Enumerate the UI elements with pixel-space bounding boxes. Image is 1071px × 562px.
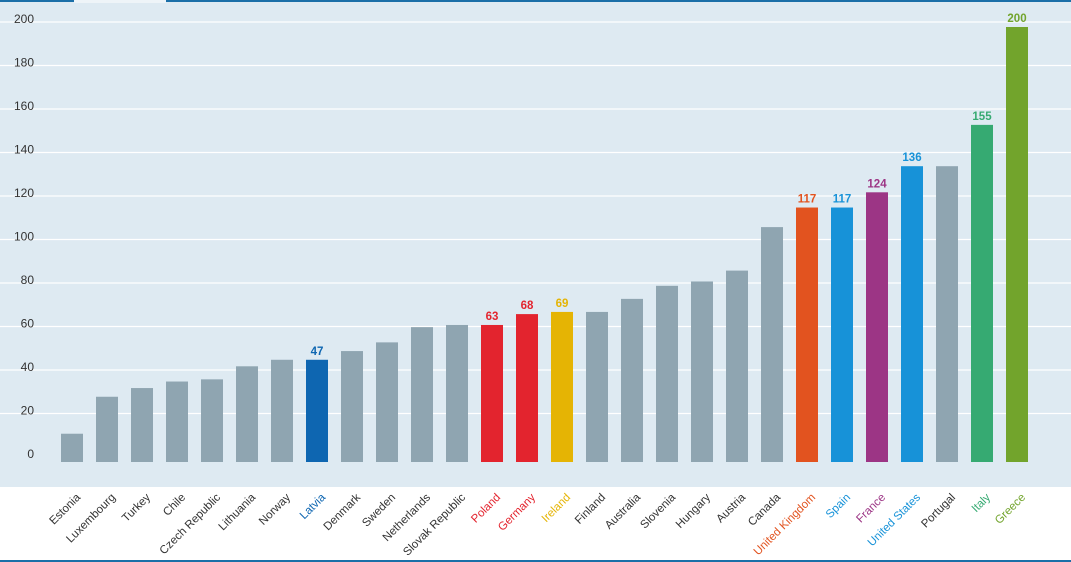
y-tick-label: 140 bbox=[14, 143, 34, 157]
bar bbox=[306, 359, 328, 462]
data-labels: 47 63 68 69 117 117 124 136 155 200 bbox=[311, 13, 1027, 358]
data-label: 69 bbox=[556, 298, 569, 310]
bar bbox=[866, 192, 888, 463]
bar bbox=[971, 124, 993, 462]
bar bbox=[61, 433, 83, 462]
y-tick-label: 120 bbox=[14, 186, 34, 200]
data-label: 200 bbox=[1007, 13, 1026, 25]
data-label: 63 bbox=[486, 311, 499, 323]
y-tick-label: 180 bbox=[14, 56, 34, 70]
y-tick-label: 60 bbox=[21, 317, 35, 331]
bar bbox=[796, 207, 818, 462]
data-label: 117 bbox=[798, 194, 817, 206]
bar bbox=[586, 311, 608, 462]
data-label: 155 bbox=[972, 111, 992, 123]
data-label: 136 bbox=[902, 152, 921, 164]
data-label: 117 bbox=[833, 194, 852, 206]
bar bbox=[376, 342, 398, 462]
bar bbox=[201, 379, 223, 462]
bar bbox=[691, 281, 713, 462]
y-tick-label: 0 bbox=[27, 447, 34, 461]
bar bbox=[551, 311, 573, 462]
y-tick-label: 200 bbox=[14, 12, 34, 26]
data-label: 124 bbox=[867, 178, 887, 190]
bar bbox=[901, 166, 923, 462]
bar bbox=[656, 285, 678, 462]
bar bbox=[236, 366, 258, 462]
bar bbox=[411, 327, 433, 462]
bar bbox=[341, 351, 363, 462]
bar bbox=[726, 270, 748, 462]
top-tab-highlight bbox=[74, 0, 166, 3]
bar bbox=[481, 324, 503, 462]
y-tick-label: 100 bbox=[14, 230, 34, 244]
y-tick-label: 160 bbox=[14, 99, 34, 113]
data-label: 47 bbox=[311, 346, 324, 358]
bar bbox=[831, 207, 853, 462]
label-area-background bbox=[0, 487, 1071, 562]
bar bbox=[271, 359, 293, 462]
bar bbox=[131, 388, 153, 462]
bar bbox=[96, 396, 118, 462]
y-tick-label: 40 bbox=[21, 360, 35, 374]
y-tick-label: 20 bbox=[21, 404, 35, 418]
bar bbox=[621, 298, 643, 462]
bars bbox=[61, 27, 1028, 463]
y-tick-label: 80 bbox=[21, 273, 35, 287]
bar bbox=[936, 166, 958, 462]
bar bbox=[516, 314, 538, 462]
bar bbox=[1006, 27, 1028, 462]
bar bbox=[166, 381, 188, 462]
y-axis-tick-labels: 0 20 40 60 80 100 120 140 160 180 200 bbox=[14, 12, 34, 461]
bar bbox=[761, 227, 783, 462]
gridlines bbox=[0, 21, 1071, 415]
data-label: 68 bbox=[521, 300, 534, 312]
bar bbox=[446, 324, 468, 462]
